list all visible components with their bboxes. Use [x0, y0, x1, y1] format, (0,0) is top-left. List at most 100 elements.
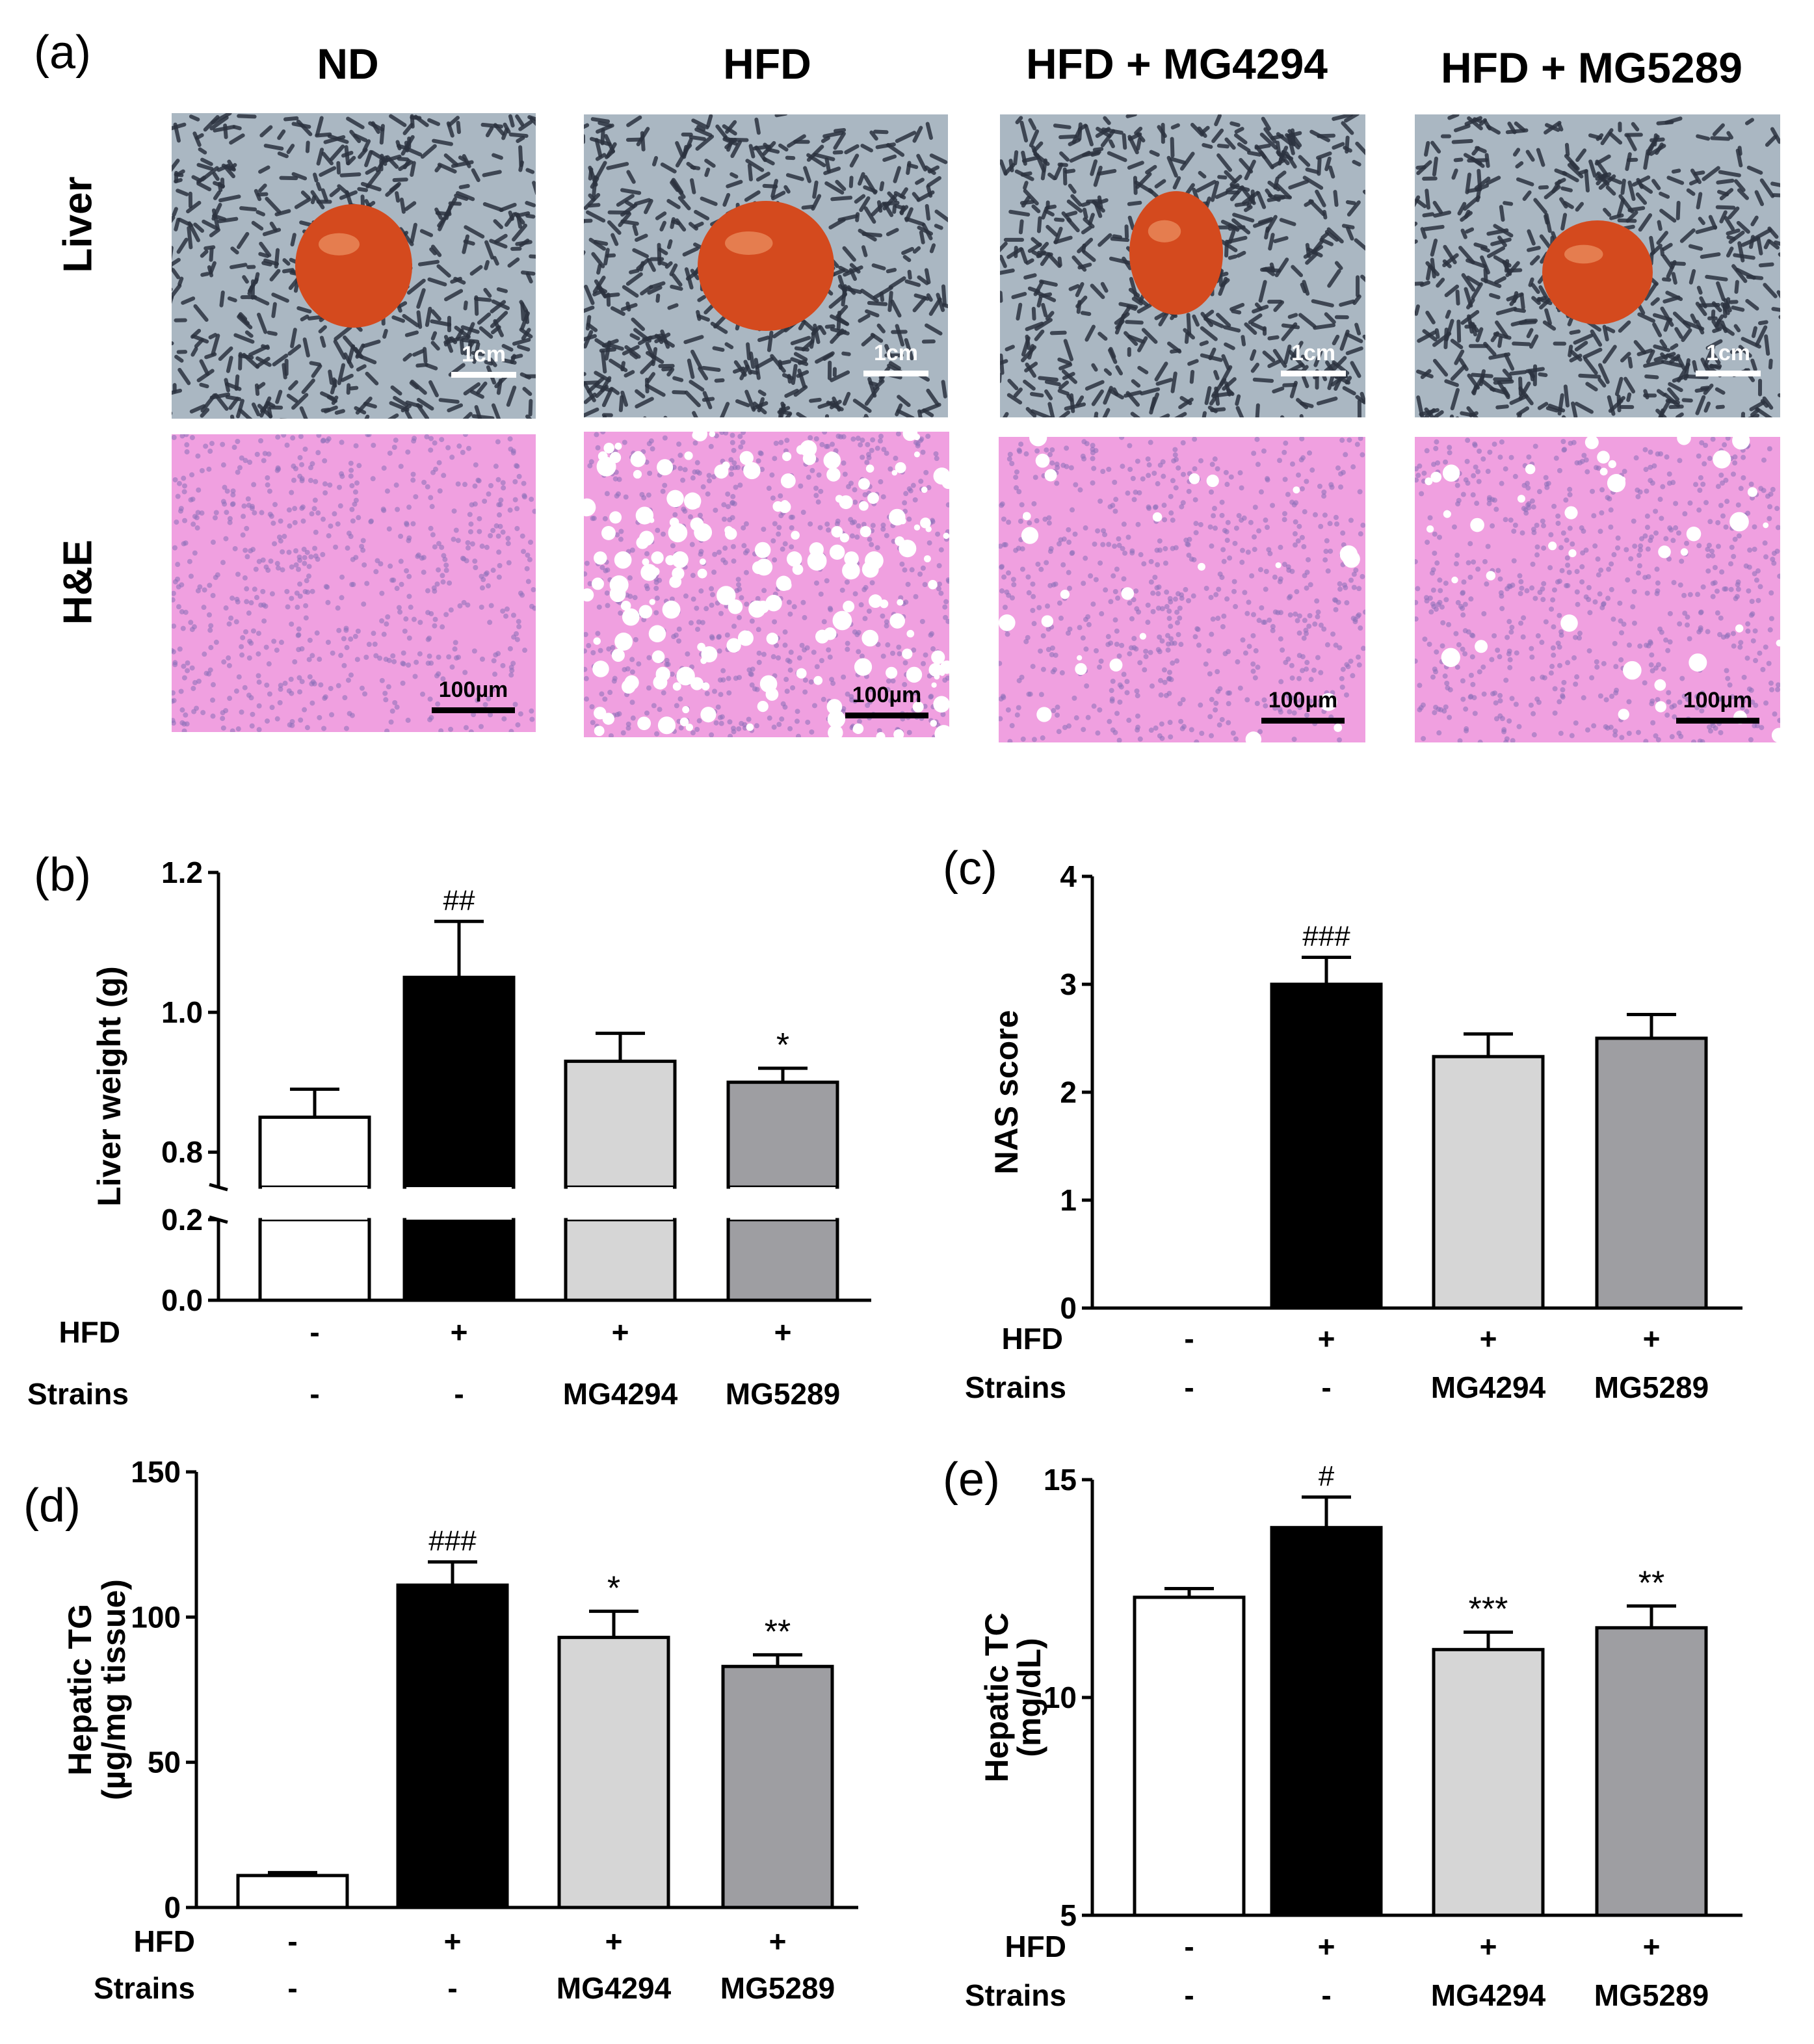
chart-b-significance-mark-3: *	[776, 1027, 789, 1064]
chart-c-hfd-value-0: -	[1184, 1322, 1194, 1356]
chart-c-bar-3	[1595, 1036, 1708, 1310]
chart-c-bar-1	[1270, 982, 1383, 1310]
he-scale-bar-mg5289	[1676, 718, 1759, 724]
chart-d-bar-2	[557, 1636, 670, 1909]
chart-b-bar-upper-2	[564, 1059, 677, 1189]
chart-b-row-label-hfd: HFD	[59, 1315, 120, 1349]
chart-b-panel-letter: (b)	[34, 849, 91, 901]
chart-c-y-tick-label: 0	[1060, 1291, 1077, 1325]
chart-e-hfd-value-1: +	[1318, 1930, 1335, 1963]
chart-d-strain-value-1: -	[447, 1971, 457, 2005]
chart-b-strain-value-1: -	[454, 1377, 464, 1411]
chart-e-strain-value-3: MG5289	[1594, 1978, 1709, 2012]
chart-b-significance-mark-1: ##	[443, 884, 475, 916]
chart-c-y-axis-label: NAS score	[988, 1010, 1025, 1175]
chart-d-significance-mark-3: **	[765, 1613, 791, 1651]
chart-d-strain-value-3: MG5289	[720, 1971, 835, 2005]
chart-d-significance-mark-2: *	[607, 1569, 620, 1607]
chart-b-y-tick-label: 0.0	[161, 1283, 203, 1317]
chart-c-y-tick-label: 1	[1060, 1183, 1077, 1217]
chart-b-bar-lower-1	[402, 1218, 516, 1302]
chart-b-strain-value-0: -	[309, 1377, 319, 1411]
chart-c-row-label-hfd: HFD	[1001, 1322, 1063, 1356]
chart-e-hfd-value-0: -	[1184, 1930, 1194, 1963]
he-photo-nd	[172, 434, 536, 732]
column-title-hfd-mg5289-visible: HFD + MG5289	[1441, 44, 1742, 92]
chart-b-row-label-strains: Strains	[27, 1377, 129, 1411]
he-scale-label-nd: 100µm	[438, 677, 508, 702]
chart-b-hfd-value-0: -	[309, 1315, 319, 1349]
chart-d-bar-0	[236, 1874, 349, 1909]
chart-b-bar-gap-1	[406, 1187, 512, 1220]
column-title-hfd-mg4294: HFD + MG4294	[1026, 40, 1328, 88]
chart-e-y-axis-label-2: (mg/dL)	[1011, 1638, 1047, 1757]
chart-e-strain-value-1: -	[1321, 1978, 1331, 2012]
chart-d-significance-mark-1: ###	[428, 1525, 477, 1556]
chart-d-y-tick-label: 150	[131, 1455, 181, 1489]
chart-e-strain-value-2: MG4294	[1431, 1978, 1546, 2012]
he-scale-label-mg5289: 100µm	[1683, 688, 1753, 713]
chart-c-significance-mark-1: ###	[1302, 921, 1350, 952]
he-scale-bar-mg4294	[1261, 718, 1345, 724]
chart-d-y-axis-label: Hepatic TG	[62, 1604, 98, 1775]
liver-scale-label-mg5289: 1cm	[1705, 341, 1751, 365]
chart-b-bar-upper-3	[726, 1081, 839, 1189]
chart-e-bar-2	[1432, 1647, 1545, 1917]
liver-photo-mg5289	[1415, 114, 1780, 417]
panel-a-letter: (a)	[34, 27, 91, 79]
chart-e-y-axis-label: Hepatic TC	[979, 1612, 1015, 1782]
chart-e-row-label-strains: Strains	[965, 1978, 1066, 2012]
chart-c-panel-letter: (c)	[943, 843, 997, 895]
chart-d-y-tick-label: 100	[131, 1600, 181, 1634]
chart-b-y-tick-label: 1.2	[161, 856, 203, 889]
chart-c-strain-value-3: MG5289	[1594, 1370, 1709, 1404]
chart-d-strain-value-2: MG4294	[557, 1971, 672, 2005]
he-scale-bar-hfd	[845, 713, 928, 718]
chart-c-hfd-value-2: +	[1480, 1322, 1497, 1356]
chart-e-significance-mark-3: **	[1638, 1564, 1664, 1602]
chart-c-y-tick-label: 4	[1060, 859, 1077, 893]
chart-c-strain-value-0: -	[1184, 1370, 1194, 1404]
chart-c-strain-value-2: MG4294	[1431, 1370, 1546, 1404]
column-title-hfd: HFD	[723, 40, 811, 88]
chart-d-row-label-strains: Strains	[94, 1971, 195, 2005]
chart-d-hfd-value-2: +	[605, 1924, 623, 1958]
chart-b-bar-gap-2	[568, 1187, 673, 1220]
chart-d-bar-3	[721, 1664, 834, 1909]
he-photo-hfd	[584, 432, 949, 737]
chart-c-hfd-value-3: +	[1643, 1322, 1661, 1356]
chart-e-hfd-value-3: +	[1643, 1930, 1661, 1963]
liver-scale-bar-mg4294	[1281, 371, 1346, 376]
chart-d-strain-value-0: -	[287, 1971, 297, 2005]
chart-e-y-tick-label: 5	[1060, 1898, 1077, 1932]
chart-b-bar-upper-0	[258, 1115, 371, 1189]
chart-b-strain-value-3: MG5289	[726, 1377, 840, 1411]
chart-d-row-label-hfd: HFD	[133, 1924, 195, 1958]
liver-photo-mg4294	[1000, 114, 1365, 417]
chart-b-hfd-value-2: +	[612, 1315, 629, 1349]
chart-e-y-tick-label: 10	[1044, 1681, 1077, 1714]
chart-c-y-tick-label: 2	[1060, 1075, 1077, 1109]
chart-b-y-tick-label: 0.2	[161, 1203, 203, 1237]
chart-b-bar-lower-3	[726, 1218, 839, 1302]
liver-scale-label-nd: 1cm	[461, 342, 506, 367]
chart-e-bar-1	[1270, 1526, 1383, 1917]
chart-b-bar-gap-0	[262, 1187, 367, 1220]
chart-b-strain-value-2: MG4294	[563, 1377, 678, 1411]
liver-scale-bar-hfd	[863, 371, 928, 376]
he-scale-label-hfd: 100µm	[852, 683, 922, 707]
chart-b-bar-gap-3	[730, 1187, 835, 1220]
chart-b-y-axis-label: Liver weight (g)	[91, 966, 127, 1206]
chart-b-hfd-value-3: +	[774, 1315, 792, 1349]
chart-d-y-axis-label-2: (µg/mg tissue)	[96, 1579, 132, 1800]
he-photo-mg4294	[999, 437, 1365, 742]
he-scale-label-mg4294: 100µm	[1268, 688, 1338, 713]
liver-photo-hfd	[584, 114, 948, 417]
chart-e-row-label-hfd: HFD	[1005, 1930, 1066, 1963]
chart-e-significance-mark-2: ***	[1469, 1591, 1508, 1629]
chart-c-hfd-value-1: +	[1318, 1322, 1335, 1356]
chart-e-y-tick-label: 15	[1044, 1463, 1077, 1497]
liver-photo-nd	[172, 113, 536, 419]
chart-d-y-tick-label: 0	[164, 1891, 181, 1924]
